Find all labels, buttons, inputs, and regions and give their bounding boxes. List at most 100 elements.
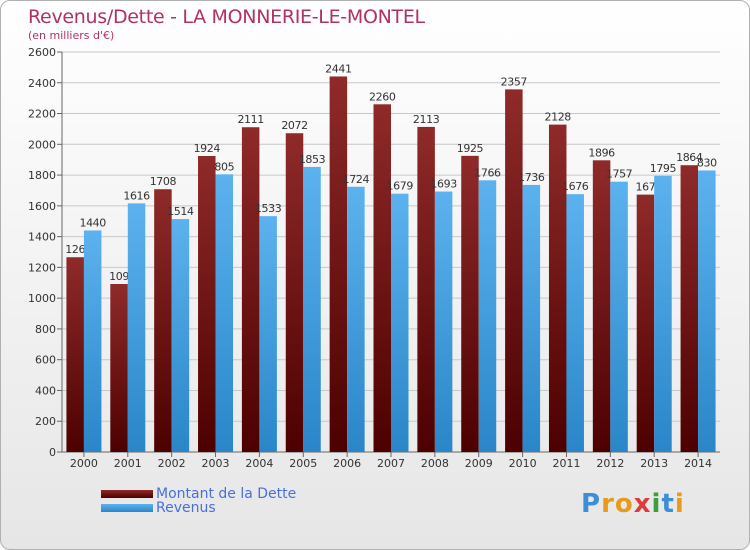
bar-debt [110,284,128,452]
bar-revenue [654,175,672,452]
data-label: 1864 [676,151,703,164]
x-tick-label: 2000 [70,457,98,470]
y-tick-label: 1400 [28,231,56,244]
y-tick-label: 800 [35,323,56,336]
x-tick-label: 2004 [245,457,273,470]
data-label: 1736 [518,171,545,184]
chart-title: Revenus/Dette - LA MONNERIE-LE-MONTEL [28,6,425,28]
data-label: 1853 [299,153,326,166]
legend-label-debt: Montant de la Dette [156,486,297,502]
data-label: 1679 [387,180,414,193]
data-label: 2357 [501,75,528,88]
y-tick-label: 0 [49,446,56,459]
data-label: 126 [65,243,85,256]
bar-revenue [566,194,584,452]
x-tick-label: 2002 [158,457,186,470]
bar-debt [329,76,348,452]
bar-debt [548,124,567,452]
logo-letter: x [633,489,652,519]
bar-debt [592,160,611,453]
y-tick-label: 2000 [28,138,56,151]
y-tick-label: 400 [35,384,56,397]
logo-letter: i [651,489,662,519]
y-tick-label: 1800 [28,169,56,182]
bar-debt [417,126,435,452]
logo-letter: r [601,489,615,519]
logo-letter: i [674,489,685,519]
data-label: 1896 [588,146,615,159]
legend: Montant de la Dette Revenus [101,487,296,515]
legend-swatch-debt [101,490,153,498]
bar-debt [154,189,172,452]
data-label: 1708 [150,175,177,188]
bar-debt [505,89,523,452]
data-label: 2113 [413,113,440,126]
y-tick-label: 1000 [28,292,56,305]
bar-revenue [303,166,321,452]
bar-debt [66,257,84,452]
data-label: 2441 [325,62,351,75]
y-tick-label: 200 [35,415,56,428]
logo-letter: t [661,489,675,519]
bar-debt [680,165,699,452]
data-label: 167 [636,181,656,194]
chart-subtitle: (en milliers d'€) [28,29,115,42]
data-label: 2111 [237,113,263,126]
data-label: 805 [214,160,234,173]
data-label: 1693 [430,178,457,191]
data-label: 1514 [167,205,194,218]
legend-item-revenue: Revenus [101,501,296,515]
x-tick-label: 2013 [640,457,668,470]
data-label: 1676 [562,180,589,193]
y-tick-label: 600 [35,354,56,367]
x-tick-label: 2006 [333,457,361,470]
logo-letter: P [581,489,602,519]
data-label: 1533 [255,202,282,215]
x-tick-label: 2009 [465,457,493,470]
legend-item-debt: Montant de la Dette [101,487,296,501]
y-tick-label: 1200 [28,261,56,274]
bar-debt [198,156,216,452]
legend-swatch-revenue [101,504,153,512]
bar-revenue [259,216,277,452]
bar-revenue [698,170,716,452]
x-tick-label: 2008 [421,457,449,470]
x-tick-label: 2003 [202,457,230,470]
bar-revenue [347,186,365,452]
x-tick-label: 2005 [289,457,317,470]
data-label: 1795 [650,162,677,175]
bar-debt [373,104,391,453]
logo-letter: o [614,489,634,519]
bar-revenue [522,184,541,452]
data-label: 109 [109,270,129,283]
bar-debt [285,133,304,452]
bar-revenue [434,191,453,453]
bar-revenue [215,174,234,453]
y-tick-label: 2200 [28,108,56,121]
data-label: 1616 [123,189,150,202]
bar-revenue [171,219,190,452]
data-label: 1924 [194,142,221,155]
bar-debt [241,127,260,452]
x-tick-label: 2010 [509,457,537,470]
x-tick-label: 2001 [114,457,142,470]
data-label: 1724 [343,173,370,186]
x-tick-label: 2014 [684,457,712,470]
data-label: 1925 [457,142,484,155]
x-tick-label: 2007 [377,457,405,470]
x-tick-label: 2011 [552,457,580,470]
bar-revenue [610,181,628,452]
bar-revenue [127,203,146,452]
bar-debt [636,194,655,452]
data-label: 1757 [606,168,633,181]
data-label: 2128 [545,111,572,124]
bar-revenue [83,230,102,452]
data-label: 1440 [79,216,106,229]
y-tick-label: 2400 [28,77,56,90]
legend-label-revenue: Revenus [156,500,216,516]
data-label: 1766 [474,166,501,179]
data-label: 830 [697,156,717,169]
bar-revenue [391,193,409,452]
